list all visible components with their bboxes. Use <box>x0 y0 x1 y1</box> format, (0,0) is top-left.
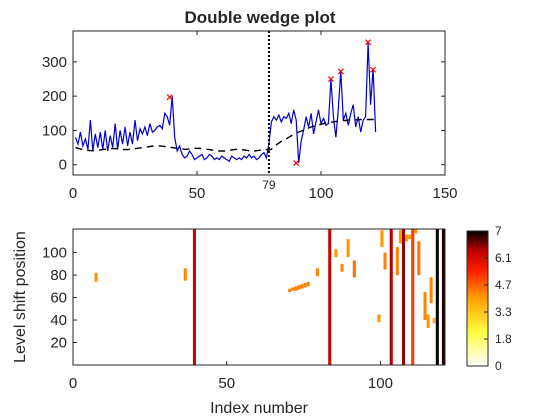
heatmap-segment <box>297 285 301 290</box>
colorbar-tick-label: 6.1 <box>495 251 512 265</box>
colorbar-tick-label: 3.3 <box>495 305 512 319</box>
y-tick-label: 20 <box>50 335 67 352</box>
y-tick-label: 200 <box>42 88 67 105</box>
heatmap-segment <box>291 287 295 291</box>
heatmap-segment <box>380 230 384 247</box>
y-tick-label: 300 <box>42 54 67 71</box>
heatmap-segment <box>94 272 98 282</box>
heatmap-segment <box>183 268 187 281</box>
y-tick-label: 100 <box>42 245 67 262</box>
colorbar-tick-label: 0 <box>495 359 502 373</box>
outlier-marker <box>370 66 377 73</box>
y-tick-label: 40 <box>50 312 67 329</box>
top-x-ticks: 0 50 100 150 <box>69 31 458 202</box>
heatmap-column <box>192 229 196 365</box>
heatmap-segment <box>414 229 418 234</box>
heatmap-segment <box>346 239 350 258</box>
x-tick-label: 150 <box>432 185 457 202</box>
colorbar-ticks: 0 1.8 3.3 4.7 6.1 7 <box>484 224 512 373</box>
top-panel: Double wedge plot 0 50 100 150 0 100 200 300 7… <box>42 8 458 202</box>
colorbar-tick-label: 1.8 <box>495 332 512 346</box>
y-tick-label: 80 <box>50 267 67 284</box>
outlier-marker <box>365 39 372 46</box>
chart-title: Double wedge plot <box>184 8 335 27</box>
outlier-marker <box>293 159 300 167</box>
heatmap-segment <box>405 234 409 242</box>
heatmap-column <box>402 229 406 365</box>
colorbar-gradient <box>466 230 489 367</box>
heatmap-marks <box>94 229 445 365</box>
heatmap-segment <box>383 252 387 270</box>
heatmap-segment <box>398 230 402 244</box>
heatmap-segment <box>432 317 436 324</box>
heatmap-segment <box>377 314 381 323</box>
bottom-panel: 0 50 100 20 40 60 80 100 Index number Level sh… <box>12 228 446 417</box>
heatmap-segment <box>306 281 310 287</box>
heatmap-segment <box>395 247 399 276</box>
series-line-wedge <box>75 118 376 152</box>
level-shift-label: 79 <box>262 178 276 192</box>
x-tick-label: 100 <box>368 375 393 392</box>
heatmap-axes-box <box>72 228 446 366</box>
heatmap-segment <box>315 268 319 277</box>
top-axes-box <box>72 30 446 176</box>
series-line-data <box>74 42 377 164</box>
heatmap-column <box>389 229 393 365</box>
heatmap-column <box>411 229 415 365</box>
y-tick-label: 100 <box>42 122 67 139</box>
heatmap-segment <box>352 260 356 278</box>
heatmap-segment <box>300 284 304 289</box>
heatmap-segment <box>429 277 433 304</box>
heatmap-column <box>328 229 332 365</box>
colorbar: 0 1.8 3.3 4.7 6.1 7 <box>466 224 512 373</box>
heatmap-segment <box>408 234 412 240</box>
x-tick-label: 50 <box>218 375 235 392</box>
heatmap-segment <box>303 283 307 288</box>
heatmap-segment <box>288 288 292 292</box>
top-marks <box>74 31 377 175</box>
y-tick-label: 0 <box>59 157 67 174</box>
outlier-marker <box>166 94 173 101</box>
heatmap-column <box>441 229 445 365</box>
heatmap-x-ticks: 0 50 100 <box>69 361 393 392</box>
heatmap-segment <box>340 263 344 272</box>
heatmap-plot-area <box>73 229 445 365</box>
heatmap-column <box>435 229 439 365</box>
top-y-ticks: 0 100 200 300 <box>42 54 445 174</box>
colorbar-tick-label: 4.7 <box>495 278 512 292</box>
x-tick-label: 50 <box>189 185 206 202</box>
heatmap-segment <box>426 314 430 328</box>
x-tick-label: 0 <box>69 375 77 392</box>
heatmap-segment <box>417 241 421 276</box>
y-tick-label: 60 <box>50 290 67 307</box>
outlier-marker <box>327 75 334 83</box>
top-plot-area <box>73 31 445 175</box>
x-tick-label: 100 <box>308 185 333 202</box>
y-axis-label: Level shift position <box>12 231 29 363</box>
heatmap-segment <box>334 249 338 258</box>
heatmap-segment <box>423 291 427 320</box>
heatmap-segment <box>294 286 298 291</box>
colorbar-tick-label: 7 <box>495 224 502 238</box>
heatmap-y-ticks: 20 40 60 80 100 <box>42 245 77 352</box>
x-tick-label: 0 <box>69 185 77 202</box>
outlier-marker <box>337 68 344 75</box>
x-axis-label: Index number <box>210 400 309 417</box>
